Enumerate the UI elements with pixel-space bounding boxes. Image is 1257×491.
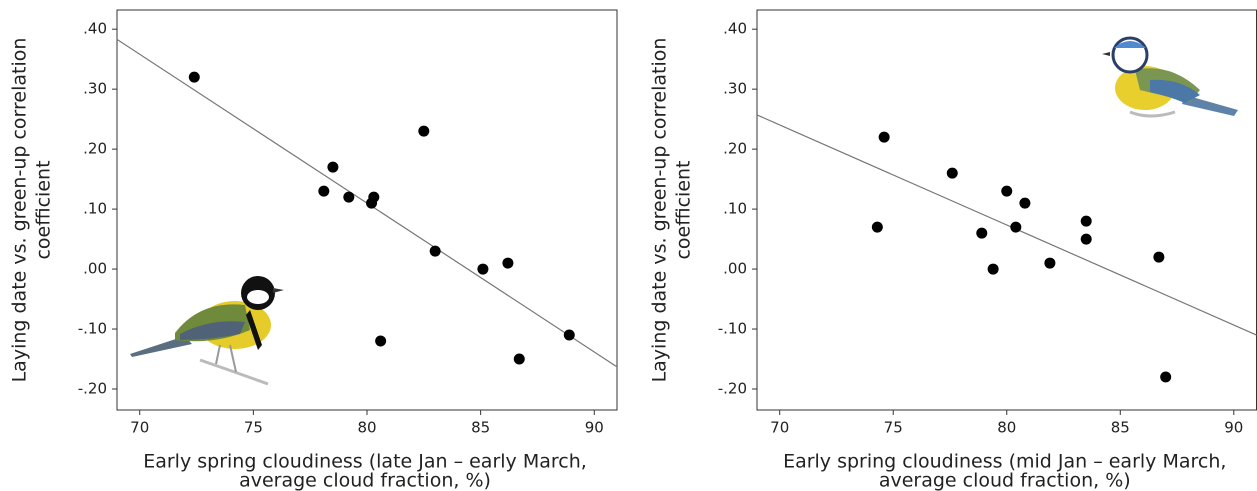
x-tick-label: 70 (130, 419, 149, 437)
y-axis-label: coefficient (673, 160, 695, 259)
y-tick-label: .20 (723, 140, 747, 158)
point (878, 131, 890, 143)
point (366, 197, 378, 209)
blue-tit-illustration (1102, 36, 1238, 118)
point (1080, 233, 1092, 245)
point (1044, 257, 1056, 269)
y-axis-label: Laying date vs. green-up correlation (649, 38, 671, 383)
point (429, 245, 441, 257)
great-tit-illustration (130, 276, 284, 386)
y-tick-label: .40 (723, 20, 747, 38)
x-axis-label: Early spring cloudiness (late Jan – earl… (143, 451, 587, 473)
x-tick-label: 85 (471, 419, 490, 437)
point (1160, 371, 1172, 383)
y-tick-label: .00 (723, 260, 747, 278)
point (477, 263, 489, 275)
x-tick-label: 80 (357, 419, 376, 437)
y-tick-label: -.20 (718, 380, 747, 398)
point (418, 125, 430, 137)
x-tick-label: 75 (884, 419, 903, 437)
x-tick-label: 90 (585, 419, 604, 437)
point (976, 227, 988, 239)
x-tick-label: 75 (244, 419, 263, 437)
point (1019, 197, 1031, 209)
y-tick-label: .30 (723, 80, 747, 98)
point (871, 221, 883, 233)
y-tick-label: -.10 (78, 320, 107, 338)
plot-frame (756, 9, 1257, 411)
x-axis-label: average cloud fraction, %) (239, 470, 491, 491)
point (375, 335, 387, 347)
point (563, 329, 575, 341)
x-tick-label: 90 (1224, 419, 1243, 437)
y-axis-label: coefficient (33, 160, 55, 259)
point (502, 257, 514, 269)
y-tick-label: .10 (83, 200, 107, 218)
x-tick-label: 80 (997, 419, 1016, 437)
point (327, 161, 339, 173)
plot-frame (116, 9, 618, 411)
y-tick-label: .30 (83, 80, 107, 98)
y-tick-label: .40 (83, 20, 107, 38)
point (1010, 221, 1022, 233)
fit-line (756, 114, 1257, 336)
point (513, 353, 525, 365)
x-tick-label: 85 (1111, 419, 1130, 437)
point (318, 185, 330, 197)
point (188, 71, 200, 83)
x-axis-label: Early spring cloudiness (mid Jan – early… (783, 451, 1226, 473)
x-tick-label: 70 (770, 419, 789, 437)
y-tick-label: .20 (83, 140, 107, 158)
point (987, 263, 999, 275)
point (1080, 215, 1092, 227)
y-tick-label: .00 (83, 260, 107, 278)
point (946, 167, 958, 179)
point (343, 191, 355, 203)
y-tick-label: .10 (723, 200, 747, 218)
y-tick-label: -.10 (718, 320, 747, 338)
y-tick-label: -.20 (78, 380, 107, 398)
x-axis-label: average cloud fraction, %) (879, 470, 1131, 491)
point (1001, 185, 1013, 197)
point (1153, 251, 1165, 263)
y-axis-label: Laying date vs. green-up correlation (9, 38, 31, 383)
